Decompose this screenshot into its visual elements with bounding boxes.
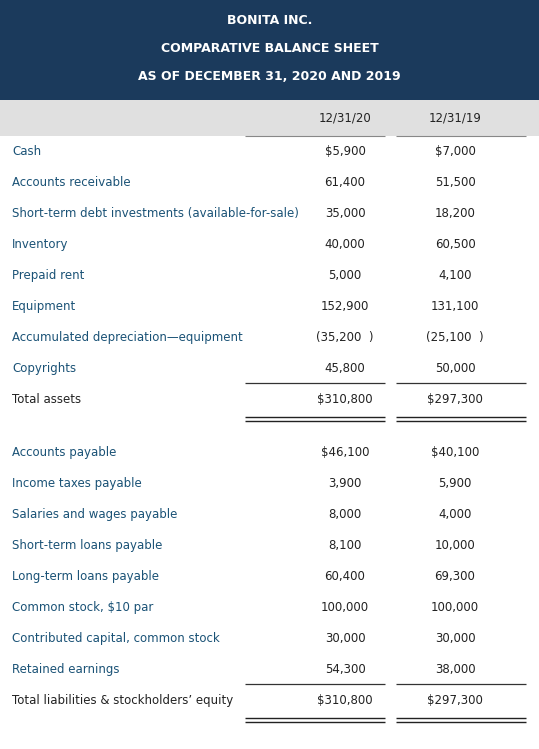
Text: 12/31/20: 12/31/20 (319, 112, 371, 124)
Text: 69,300: 69,300 (434, 570, 475, 583)
Text: 60,500: 60,500 (434, 238, 475, 251)
Text: $5,900: $5,900 (324, 145, 365, 158)
Text: (35,200  ): (35,200 ) (316, 331, 374, 344)
FancyBboxPatch shape (0, 100, 539, 136)
Text: Accounts receivable: Accounts receivable (12, 176, 130, 189)
Text: 10,000: 10,000 (434, 539, 475, 552)
Text: 30,000: 30,000 (324, 632, 365, 645)
Text: 18,200: 18,200 (434, 207, 475, 220)
Text: Total assets: Total assets (12, 393, 81, 406)
Text: Common stock, $10 par: Common stock, $10 par (12, 601, 154, 614)
Text: $310,800: $310,800 (317, 694, 373, 707)
Text: $310,800: $310,800 (317, 393, 373, 406)
Text: Income taxes payable: Income taxes payable (12, 477, 142, 490)
Text: 4,100: 4,100 (438, 269, 472, 282)
Text: 60,400: 60,400 (324, 570, 365, 583)
Text: 30,000: 30,000 (434, 632, 475, 645)
Text: 8,000: 8,000 (328, 508, 362, 521)
Text: 100,000: 100,000 (431, 601, 479, 614)
Text: Retained earnings: Retained earnings (12, 663, 120, 676)
Text: AS OF DECEMBER 31, 2020 AND 2019: AS OF DECEMBER 31, 2020 AND 2019 (138, 70, 401, 82)
Text: $297,300: $297,300 (427, 393, 483, 406)
Text: 3,900: 3,900 (328, 477, 362, 490)
Text: Short-term debt investments (available-for-sale): Short-term debt investments (available-f… (12, 207, 299, 220)
Text: Contributed capital, common stock: Contributed capital, common stock (12, 632, 220, 645)
Text: 131,100: 131,100 (431, 300, 479, 313)
Text: 4,000: 4,000 (438, 508, 472, 521)
Text: Short-term loans payable: Short-term loans payable (12, 539, 162, 552)
Text: Long-term loans payable: Long-term loans payable (12, 570, 159, 583)
Text: 61,400: 61,400 (324, 176, 365, 189)
Text: Accumulated depreciation—equipment: Accumulated depreciation—equipment (12, 331, 243, 344)
Text: 5,000: 5,000 (328, 269, 362, 282)
FancyBboxPatch shape (0, 0, 539, 100)
Text: 45,800: 45,800 (324, 362, 365, 375)
Text: Equipment: Equipment (12, 300, 76, 313)
Text: 12/31/19: 12/31/19 (429, 112, 481, 124)
Text: (25,100  ): (25,100 ) (426, 331, 484, 344)
Text: 100,000: 100,000 (321, 601, 369, 614)
Text: 8,100: 8,100 (328, 539, 362, 552)
Text: Total liabilities & stockholders’ equity: Total liabilities & stockholders’ equity (12, 694, 233, 707)
Text: COMPARATIVE BALANCE SHEET: COMPARATIVE BALANCE SHEET (161, 41, 378, 55)
Text: $46,100: $46,100 (321, 446, 369, 459)
Text: Accounts payable: Accounts payable (12, 446, 116, 459)
Text: 40,000: 40,000 (324, 238, 365, 251)
Text: Salaries and wages payable: Salaries and wages payable (12, 508, 177, 521)
Text: $40,100: $40,100 (431, 446, 479, 459)
Text: Cash: Cash (12, 145, 41, 158)
Text: $297,300: $297,300 (427, 694, 483, 707)
Text: 38,000: 38,000 (434, 663, 475, 676)
Text: 54,300: 54,300 (324, 663, 365, 676)
Text: Inventory: Inventory (12, 238, 68, 251)
Text: Prepaid rent: Prepaid rent (12, 269, 85, 282)
Text: 51,500: 51,500 (434, 176, 475, 189)
Text: 50,000: 50,000 (434, 362, 475, 375)
Text: 152,900: 152,900 (321, 300, 369, 313)
Text: $7,000: $7,000 (434, 145, 475, 158)
Text: Copyrights: Copyrights (12, 362, 76, 375)
Text: 35,000: 35,000 (324, 207, 365, 220)
Text: 5,900: 5,900 (438, 477, 472, 490)
Text: BONITA INC.: BONITA INC. (227, 13, 312, 26)
